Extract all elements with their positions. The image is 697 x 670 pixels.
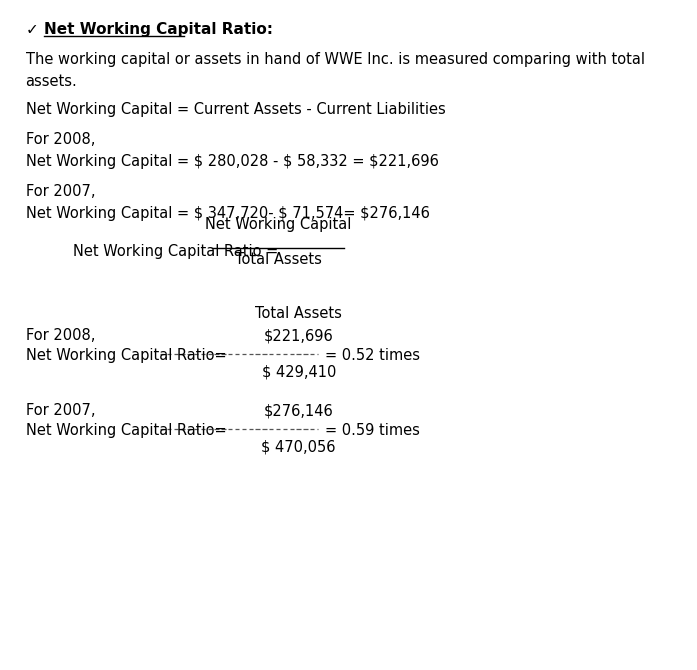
Text: $ 429,410: $ 429,410 (261, 364, 336, 379)
Text: = 0.59 times: = 0.59 times (325, 423, 420, 438)
Text: Net Working Capital Ratio =: Net Working Capital Ratio = (72, 244, 278, 259)
Text: Net Working Capital = $ 347,720- $ 71,574= $276,146: Net Working Capital = $ 347,720- $ 71,57… (26, 206, 429, 221)
Text: $221,696: $221,696 (264, 328, 334, 343)
Text: The working capital or assets in hand of WWE Inc. is measured comparing with tot: The working capital or assets in hand of… (26, 52, 645, 67)
Text: For 2007,: For 2007, (26, 403, 95, 418)
Text: $ 470,056: $ 470,056 (261, 439, 336, 454)
Text: Total Assets: Total Assets (235, 252, 321, 267)
Text: For 2007,: For 2007, (26, 184, 95, 199)
Text: = 0.52 times: = 0.52 times (325, 348, 420, 363)
Text: For 2008,: For 2008, (26, 328, 95, 343)
Text: ✓: ✓ (26, 22, 38, 37)
Text: Net Working Capital Ratio=: Net Working Capital Ratio= (26, 423, 227, 438)
Text: Net Working Capital Ratio:: Net Working Capital Ratio: (45, 22, 273, 37)
Text: Net Working Capital = Current Assets - Current Liabilities: Net Working Capital = Current Assets - C… (26, 102, 445, 117)
Text: Total Assets: Total Assets (255, 306, 342, 321)
Text: Net Working Capital = $ 280,028 - $ 58,332 = $221,696: Net Working Capital = $ 280,028 - $ 58,3… (26, 154, 438, 169)
Text: $276,146: $276,146 (264, 403, 334, 418)
Text: For 2008,: For 2008, (26, 132, 95, 147)
Text: Net Working Capital Ratio=: Net Working Capital Ratio= (26, 348, 227, 363)
Text: assets.: assets. (26, 74, 77, 89)
Text: Net Working Capital: Net Working Capital (205, 217, 351, 232)
